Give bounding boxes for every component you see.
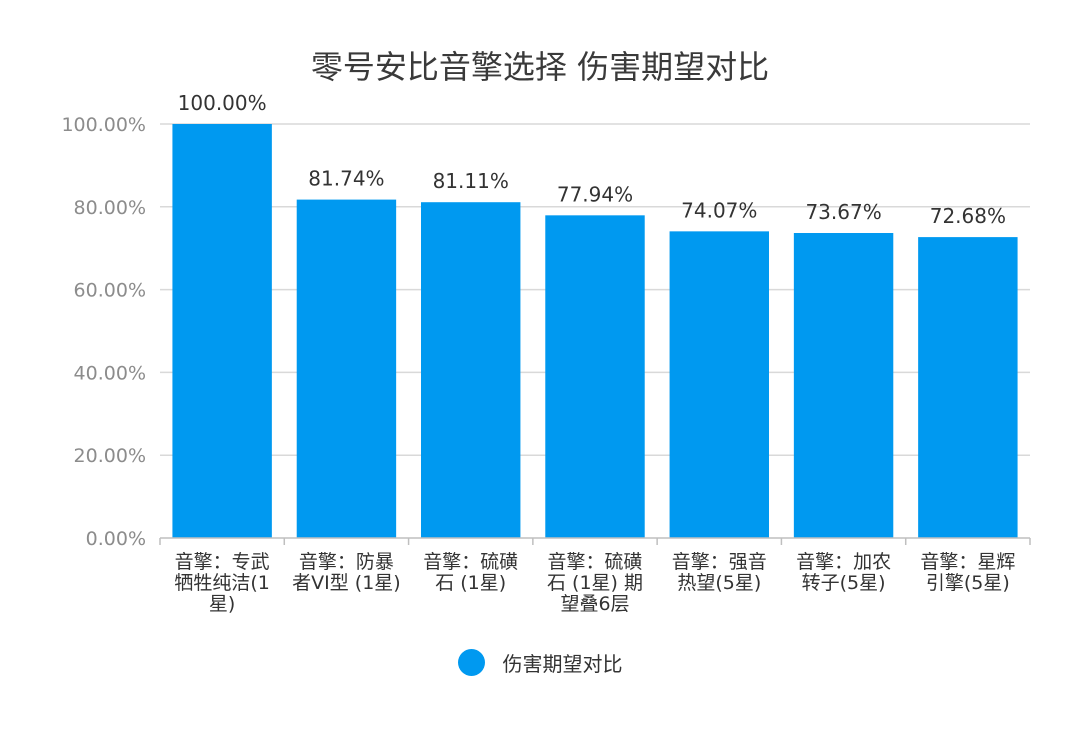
- y-tick-label: 60.00%: [74, 280, 146, 302]
- x-category-label: 音擎：专武牺牲纯洁(1 星): [174, 551, 270, 615]
- data-label: 73.67%: [805, 200, 881, 224]
- y-tick-label: 20.00%: [74, 445, 146, 467]
- bar: [172, 124, 272, 538]
- bar: [793, 233, 894, 538]
- data-label: 72.68%: [930, 204, 1006, 228]
- bar: [545, 215, 645, 538]
- bar: [296, 199, 397, 538]
- x-category-label: 音擎：星辉引擎(5星): [920, 551, 1015, 594]
- x-category-label: 音擎：加农转子(5星): [796, 551, 891, 594]
- x-category-label: 音擎：硫磺石 (1星) 期望叠6层: [547, 551, 643, 615]
- data-label: 100.00%: [178, 91, 267, 115]
- data-label: 74.07%: [681, 198, 757, 222]
- chart-title: 零号安比音擎选择 伤害期望对比: [310, 48, 770, 86]
- bars: [172, 124, 1018, 539]
- bar: [918, 237, 1018, 538]
- axes: [159, 537, 1031, 545]
- data-label: 77.94%: [557, 182, 633, 206]
- y-tick-label: 80.00%: [74, 197, 146, 219]
- data-label: 81.74%: [308, 167, 384, 191]
- bar: [669, 231, 769, 538]
- legend-swatch: [457, 649, 485, 676]
- legend: 伤害期望对比: [0, 648, 1080, 677]
- bar: [421, 202, 521, 539]
- y-tick-label: 100.00%: [61, 114, 146, 136]
- x-category-label: 音擎：防暴者VI型 (1星): [292, 551, 401, 594]
- y-tick-label: 0.00%: [86, 528, 146, 550]
- data-label: 81.11%: [433, 169, 509, 193]
- legend-label: 伤害期望对比: [502, 652, 623, 676]
- labels: 0.00% 20.00% 40.00% 60.00% 80.00% 100.00% 100.…: [61, 91, 1015, 615]
- x-category-label: 音擎：硫磺石 (1星): [423, 551, 518, 594]
- y-tick-label: 40.00%: [74, 362, 146, 384]
- x-category-label: 音擎：强音热望(5星): [672, 551, 767, 594]
